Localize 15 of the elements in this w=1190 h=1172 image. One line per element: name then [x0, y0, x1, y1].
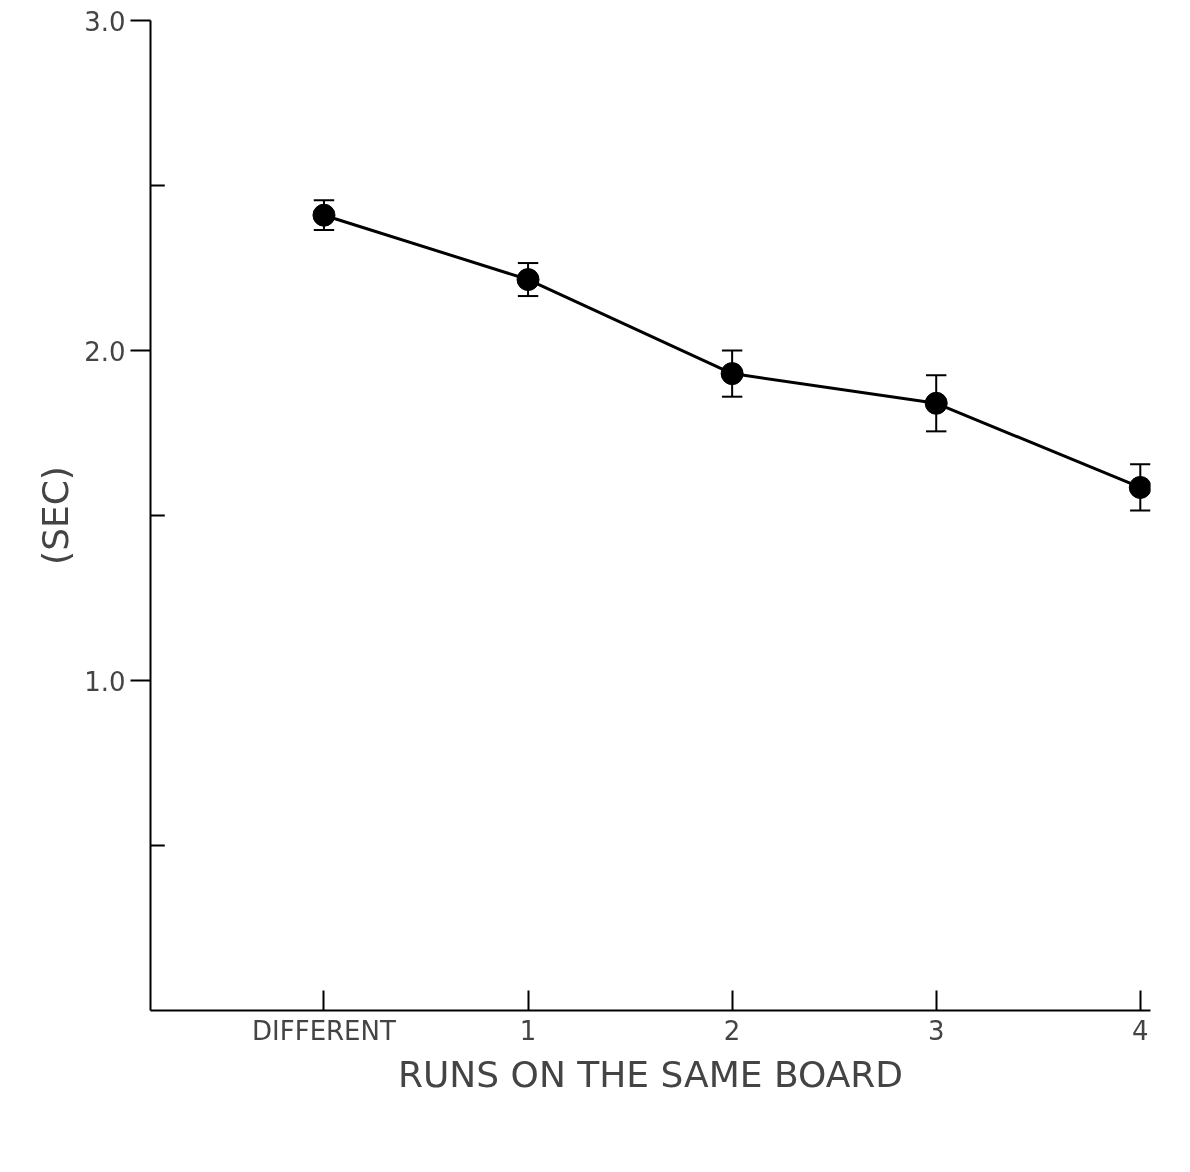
- point: [924, 391, 948, 415]
- y-tick-label: 3.0: [84, 6, 126, 37]
- point: [1128, 475, 1151, 499]
- x-tick-label: 2: [723, 1015, 741, 1046]
- x-tick-label: DIFFERENT: [252, 1015, 397, 1046]
- x-axis-title: RUNS ON THE SAME BOARD: [397, 1053, 904, 1095]
- point: [516, 268, 540, 292]
- y-tick-label: 2.0: [84, 336, 126, 367]
- point: [312, 203, 336, 227]
- y-tick-label: 1.0: [84, 666, 126, 697]
- point: [720, 362, 744, 386]
- x-tick-label: 4: [1132, 1015, 1149, 1046]
- x-tick-label: 3: [927, 1015, 945, 1046]
- x-tick-label: 1: [519, 1015, 537, 1046]
- y-axis-title: (SEC): [35, 466, 77, 565]
